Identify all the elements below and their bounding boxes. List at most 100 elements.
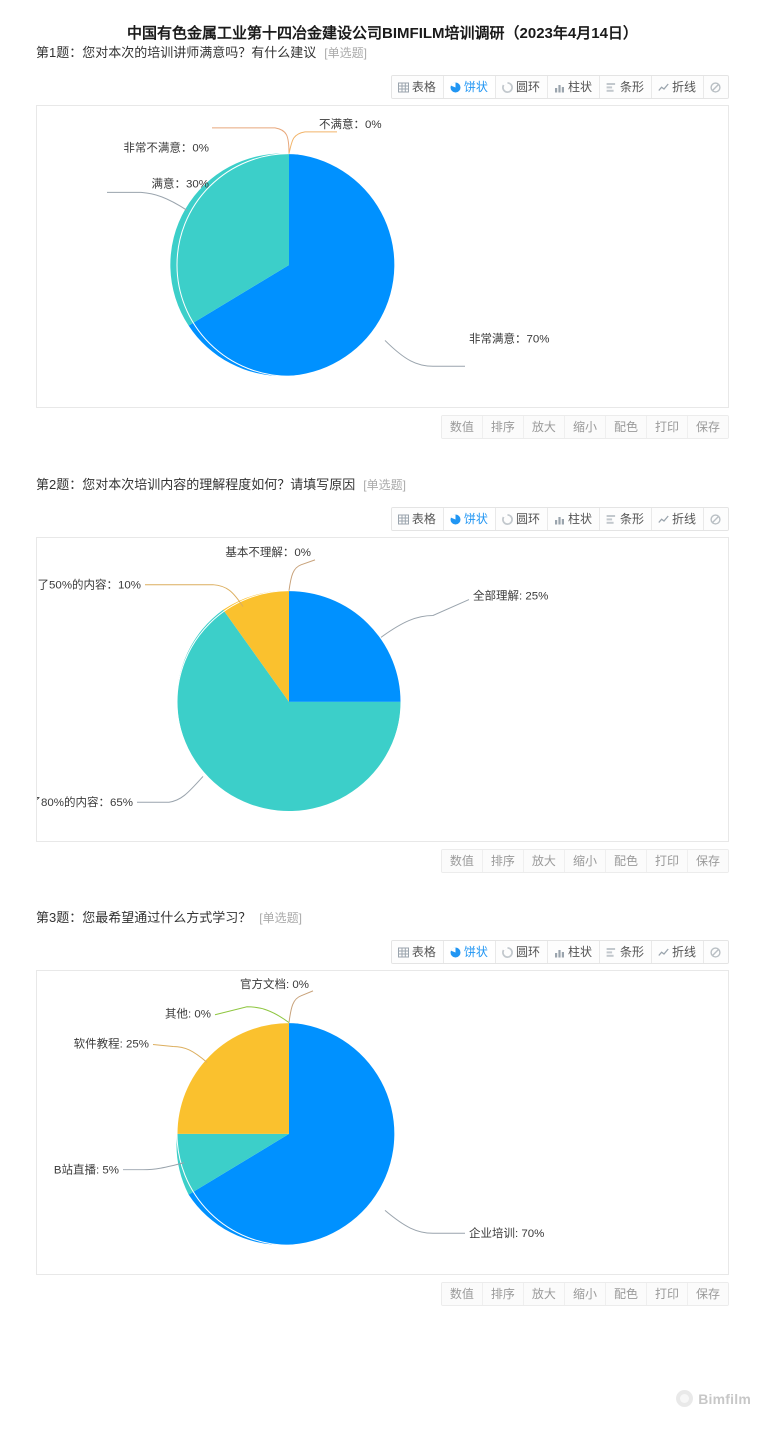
- pie-label-3-3: 其他: 0%: [165, 1008, 211, 1021]
- action-zoom-in-1[interactable]: 放大: [523, 416, 565, 438]
- chart-type-donut-1[interactable]: 圆环: [495, 76, 548, 98]
- pie-label-1-0: 非常满意：70%: [469, 331, 549, 345]
- line-icon: [658, 82, 669, 93]
- chart-type-line-label-2: 折线: [671, 512, 696, 526]
- chart-type-pie-label-1: 饼状: [463, 80, 488, 94]
- chart-type-line-label-3: 折线: [671, 945, 696, 959]
- action-zoom-out-2[interactable]: 缩小: [564, 850, 606, 872]
- action-sort-3[interactable]: 排序: [482, 1283, 524, 1305]
- chart-type-bar-3[interactable]: 条形: [599, 941, 652, 963]
- chart-type-column-label-3: 柱状: [567, 945, 592, 959]
- chart-type-disabled-1[interactable]: [704, 76, 728, 98]
- chart-type-line-1[interactable]: 折线: [651, 76, 704, 98]
- donut-icon: [501, 513, 513, 525]
- question-heading-1: 第1题：您对本次的培训讲师满意吗？有什么建议 [单选题]: [0, 43, 765, 63]
- pie-label-3-4: 官方文档: 0%: [240, 977, 309, 991]
- pie-icon: [450, 947, 461, 958]
- action-palette-2[interactable]: 配色: [605, 850, 647, 872]
- disabled-circle-icon: [710, 946, 721, 958]
- chart-type-column-1[interactable]: 柱状: [547, 76, 600, 98]
- question-heading-3: 第3题：您最希望通过什么方式学习？ [单选题]: [0, 908, 765, 928]
- action-save-3[interactable]: 保存: [687, 1283, 728, 1305]
- chart-type-disabled-2[interactable]: [704, 508, 728, 530]
- action-value-3[interactable]: 数值: [441, 1283, 483, 1305]
- question-number-3: 第3题：: [36, 910, 83, 925]
- chart-type-column-2[interactable]: 柱状: [547, 508, 600, 530]
- column-icon: [554, 82, 565, 93]
- pie-label-1-2: 非常不满意：0%: [123, 141, 209, 155]
- question-text-1: 您对本次的培训讲师满意吗？有什么建议: [82, 45, 317, 60]
- action-print-1[interactable]: 打印: [646, 416, 688, 438]
- question-block-2: 第2题：您对本次培训内容的理解程度如何？请填写原因 [单选题] 表格 饼状 圆环 …: [0, 475, 765, 873]
- chart-type-column-label-1: 柱状: [567, 80, 592, 94]
- action-sort-1[interactable]: 排序: [482, 416, 524, 438]
- action-zoom-in-2[interactable]: 放大: [523, 850, 565, 872]
- action-save-1[interactable]: 保存: [687, 416, 728, 438]
- chart-type-group-3: 表格 饼状 圆环 柱状 条形 折线: [390, 940, 729, 964]
- column-icon: [554, 947, 565, 958]
- chart-type-table-label-3: 表格: [411, 945, 436, 959]
- pie-label-1-3: 不满意：0%: [319, 117, 382, 131]
- action-zoom-in-3[interactable]: 放大: [523, 1283, 565, 1305]
- chart-type-disabled-3[interactable]: [704, 941, 728, 963]
- chart-type-table-label-1: 表格: [411, 80, 436, 94]
- action-zoom-out-3[interactable]: 缩小: [564, 1283, 606, 1305]
- pie-label-3-0: 企业培训: 70%: [469, 1226, 544, 1240]
- watermark-label: Bimfilm: [698, 1390, 751, 1407]
- chart-actions-group-2: 数值 排序 放大 缩小 配色 打印 保存: [440, 849, 729, 873]
- chart-type-pie-label-3: 饼状: [463, 945, 488, 959]
- action-zoom-out-1[interactable]: 缩小: [564, 416, 606, 438]
- question-type-tag-1: [单选题]: [324, 46, 367, 60]
- chart-type-pie-2[interactable]: 饼状: [443, 508, 496, 530]
- question-number-1: 第1题：: [36, 45, 83, 60]
- action-sort-2[interactable]: 排序: [482, 850, 524, 872]
- chart-type-donut-2[interactable]: 圆环: [495, 508, 548, 530]
- chart-panel-1[interactable]: 不满意：0% 非常不满意：0% 满意：30% 非常满意：70%: [36, 105, 729, 408]
- action-value-1[interactable]: 数值: [441, 416, 483, 438]
- action-print-2[interactable]: 打印: [646, 850, 688, 872]
- pie-label-2-3: 基本不理解：0%: [225, 545, 311, 559]
- chart-type-table-3[interactable]: 表格: [391, 941, 444, 963]
- chart-type-donut-label-1: 圆环: [515, 80, 540, 94]
- pie-label-3-2: 软件教程: 25%: [74, 1037, 149, 1051]
- question-block-3: 第3题：您最希望通过什么方式学习？ [单选题] 表格 饼状 圆环 柱状 条形: [0, 908, 765, 1306]
- chart-type-line-2[interactable]: 折线: [651, 508, 704, 530]
- question-type-tag-3: [单选题]: [259, 911, 302, 925]
- disabled-circle-icon: [710, 513, 721, 525]
- question-text-3: 您最希望通过什么方式学习？: [82, 910, 252, 925]
- question-heading-2: 第2题：您对本次培训内容的理解程度如何？请填写原因 [单选题]: [0, 475, 765, 495]
- chart-type-bar-label-1: 条形: [619, 80, 644, 94]
- donut-icon: [501, 81, 513, 93]
- action-palette-1[interactable]: 配色: [605, 416, 647, 438]
- chart-type-table-1[interactable]: 表格: [391, 76, 444, 98]
- chart-actions-3: 数值 排序 放大 缩小 配色 打印 保存: [0, 1282, 765, 1306]
- chart-type-line-3[interactable]: 折线: [651, 941, 704, 963]
- chart-type-toolbar-3: 表格 饼状 圆环 柱状 条形 折线: [0, 940, 765, 964]
- action-save-2[interactable]: 保存: [687, 850, 728, 872]
- chart-type-table-2[interactable]: 表格: [391, 508, 444, 530]
- page-title: 中国有色金属工业第十四冶金建设公司BIMFILM培训调研（2023年4月14日）: [127, 25, 638, 42]
- table-icon: [397, 947, 409, 958]
- chart-panel-2[interactable]: 基本不理解：0% 理解了50%的内容：10% 全部理解: 25% 理解了80%的…: [36, 537, 729, 842]
- chart-type-donut-3[interactable]: 圆环: [495, 941, 548, 963]
- chart-type-bar-2[interactable]: 条形: [599, 508, 652, 530]
- chart-panel-3[interactable]: 官方文档: 0% 其他: 0% 软件教程: 25% B站直播: 5% 企业培训:…: [36, 970, 729, 1275]
- action-print-3[interactable]: 打印: [646, 1283, 688, 1305]
- donut-icon: [501, 946, 513, 958]
- chart-type-bar-1[interactable]: 条形: [599, 76, 652, 98]
- question-text-2: 您对本次培训内容的理解程度如何？请填写原因: [82, 477, 356, 492]
- wechat-account-logo-icon: [676, 1390, 694, 1407]
- chart-type-pie-3[interactable]: 饼状: [443, 941, 496, 963]
- action-palette-3[interactable]: 配色: [605, 1283, 647, 1305]
- line-icon: [658, 514, 669, 525]
- pie-chart-3: 官方文档: 0% 其他: 0% 软件教程: 25% B站直播: 5% 企业培训:…: [37, 971, 728, 1274]
- chart-type-column-3[interactable]: 柱状: [547, 941, 600, 963]
- watermark: Bimfilm: [676, 1390, 751, 1407]
- question-type-tag-2: [单选题]: [363, 478, 406, 492]
- section-spacer-2: [0, 873, 765, 908]
- pie-chart-2: 基本不理解：0% 理解了50%的内容：10% 全部理解: 25% 理解了80%的…: [37, 538, 728, 841]
- table-icon: [397, 514, 409, 525]
- action-value-2[interactable]: 数值: [441, 850, 483, 872]
- chart-type-pie-1[interactable]: 饼状: [443, 76, 496, 98]
- pie-label-3-1: B站直播: 5%: [54, 1163, 119, 1177]
